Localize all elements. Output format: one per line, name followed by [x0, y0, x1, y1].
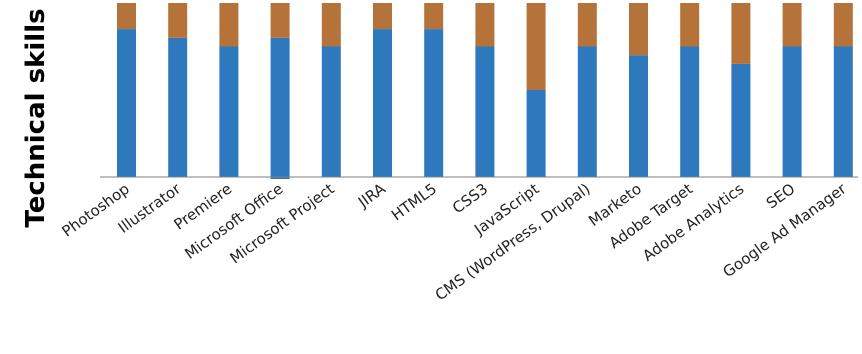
bar-segment	[475, 3, 494, 47]
bar-segment	[475, 47, 494, 178]
bar-segment	[731, 3, 750, 64]
bar-segment	[168, 3, 187, 38]
bar-segment	[322, 47, 341, 178]
x-tick-label: JIRA	[354, 179, 389, 212]
x-tick-label: SEO	[763, 180, 799, 213]
bar-segment	[117, 3, 136, 29]
bar-segment	[117, 29, 136, 177]
bar-segment	[271, 38, 290, 177]
bar-segment	[424, 3, 443, 29]
x-tick-label: CSS3	[449, 180, 491, 218]
bar-segment	[629, 55, 648, 177]
bar-segment	[783, 3, 802, 47]
bar-segment	[629, 3, 648, 55]
bar-segment	[578, 3, 597, 47]
bar-segment	[680, 47, 699, 178]
bar-segment	[783, 47, 802, 178]
bar-segment	[168, 38, 187, 177]
bar-segment	[373, 3, 392, 29]
bar-segment	[680, 3, 699, 47]
bar-segment	[219, 47, 238, 178]
bars	[117, 3, 853, 179]
bar-segment	[527, 3, 546, 90]
bar-segment	[271, 3, 290, 38]
bar-segment	[578, 47, 597, 178]
bar-segment	[219, 3, 238, 47]
bar-segment	[424, 29, 443, 177]
bar-segment	[834, 47, 853, 178]
bar-segment	[731, 64, 750, 177]
bar-segment	[527, 90, 546, 177]
bar-segment	[834, 3, 853, 47]
y-axis-label: Technical skills	[21, 8, 51, 227]
bar-segment	[322, 3, 341, 47]
x-tick-label: HTML5	[388, 180, 440, 225]
bar-segment	[373, 29, 392, 177]
